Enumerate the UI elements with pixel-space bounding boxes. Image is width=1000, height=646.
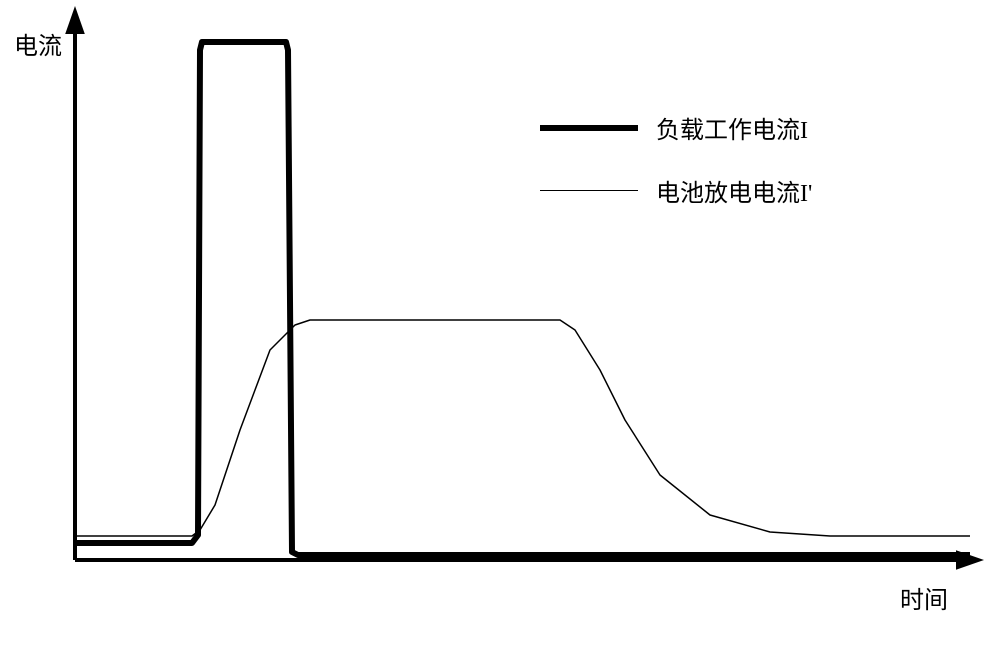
series-battery_discharge	[75, 320, 970, 536]
legend-label: 电池放电电流I'	[656, 173, 812, 208]
legend-line-icon	[540, 125, 638, 131]
chart-svg	[0, 0, 1000, 646]
legend-line-icon	[540, 190, 638, 191]
x-axis-label: 时间	[900, 580, 948, 615]
series-load_current	[75, 42, 970, 555]
chart-container: 电流 时间 负载工作电流I 电池放电电流I'	[0, 0, 1000, 646]
legend-item-load: 负载工作电流I	[540, 110, 812, 145]
legend-label: 负载工作电流I	[656, 110, 808, 145]
y-axis-label: 电流	[14, 26, 62, 61]
legend-item-battery: 电池放电电流I'	[540, 173, 812, 208]
legend: 负载工作电流I 电池放电电流I'	[540, 110, 812, 236]
